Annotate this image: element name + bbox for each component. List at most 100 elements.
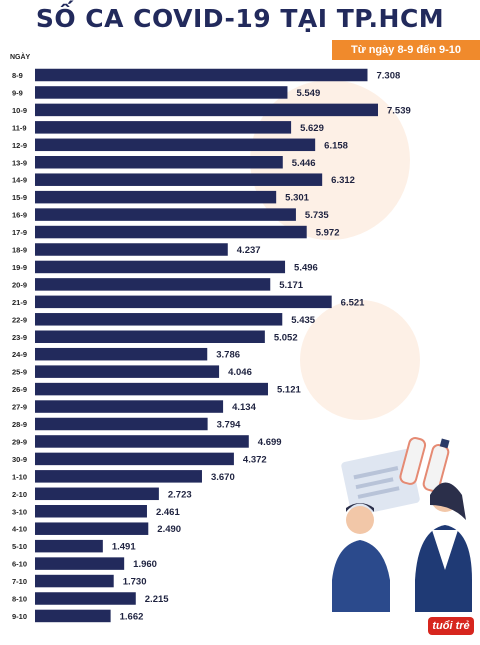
value-label: 6.521 — [341, 297, 365, 308]
value-label: 5.496 — [294, 262, 318, 273]
bar — [35, 522, 149, 535]
value-label: 5.972 — [316, 228, 340, 239]
bar — [35, 138, 316, 152]
bar — [35, 365, 220, 378]
category-label: 22-9 — [12, 315, 27, 324]
value-label: 5.171 — [279, 280, 303, 291]
bars-group: 8-9 7.308 9-9 5.549 10-9 7.539 11-9 5.629 12-9 6.… — [12, 68, 411, 623]
value-label: 4.046 — [228, 367, 252, 378]
category-label: 8-9 — [12, 71, 23, 80]
bar — [35, 313, 283, 326]
category-label: 17-9 — [12, 228, 27, 237]
background-virus-decoration — [300, 300, 420, 420]
category-label: 6-10 — [12, 560, 27, 569]
bar — [35, 452, 234, 466]
category-label: 25-9 — [12, 368, 27, 377]
date-range-badge: Từ ngày 8-9 đến 9-10 — [332, 40, 480, 60]
bar — [35, 243, 228, 256]
category-label: 10-9 — [12, 106, 27, 115]
category-label: 11-9 — [12, 123, 27, 132]
category-label: 4-10 — [12, 525, 27, 534]
value-label: 2.723 — [168, 489, 192, 500]
bar — [35, 487, 159, 501]
category-label: 20-9 — [12, 280, 27, 289]
chart-title: SỐ CA COVID-19 TẠI TP.HCM — [35, 4, 445, 33]
value-label: 7.539 — [387, 105, 411, 116]
bar — [35, 103, 378, 117]
value-label: 2.461 — [156, 507, 180, 518]
value-label: 6.158 — [324, 140, 348, 151]
value-label: 5.435 — [291, 315, 315, 326]
value-label: 4.237 — [237, 245, 261, 256]
category-label: 9-10 — [12, 612, 27, 621]
category-label: 9-9 — [12, 88, 23, 97]
bar — [35, 539, 103, 553]
value-label: 4.372 — [243, 454, 267, 465]
value-label: 3.670 — [211, 472, 235, 483]
category-label: 21-9 — [12, 298, 27, 307]
bar — [35, 470, 202, 483]
bar — [35, 417, 208, 431]
bar — [35, 557, 125, 570]
bar — [35, 295, 332, 309]
category-label: 26-9 — [12, 385, 27, 394]
bar — [35, 156, 283, 169]
bar — [35, 278, 271, 291]
value-label: 1.662 — [120, 611, 144, 622]
category-label: 2-10 — [12, 490, 27, 499]
bar — [35, 173, 323, 186]
value-label: 7.308 — [376, 71, 400, 82]
value-label: 1.960 — [133, 559, 157, 570]
category-label: 13-9 — [12, 158, 27, 167]
category-label: 23-9 — [12, 333, 27, 342]
value-label: 2.490 — [157, 524, 181, 535]
value-label: 5.446 — [292, 158, 316, 169]
bar — [35, 208, 296, 221]
category-label: 3-10 — [12, 507, 27, 516]
category-label: 12-9 — [12, 141, 27, 150]
category-label: 14-9 — [12, 176, 27, 185]
category-label: 7-10 — [12, 577, 27, 586]
bar — [35, 347, 208, 361]
value-label: 4.134 — [232, 402, 256, 413]
bar — [35, 190, 277, 204]
category-label: 16-9 — [12, 211, 27, 220]
category-label: 15-9 — [12, 193, 27, 202]
category-axis-label: NGÀY — [10, 54, 31, 61]
bar — [35, 505, 147, 518]
value-label: 4.699 — [258, 437, 282, 448]
bar — [35, 592, 136, 605]
value-label: 5.052 — [274, 332, 298, 343]
value-label: 1.491 — [112, 542, 136, 553]
category-label: 30-9 — [12, 455, 27, 464]
tuoi-tre-logo: tuổi trẻ — [428, 617, 474, 635]
category-label: 5-10 — [12, 542, 27, 551]
category-label: 29-9 — [12, 437, 27, 446]
bar — [35, 609, 111, 623]
bar — [35, 574, 114, 588]
value-label: 5.735 — [305, 210, 329, 221]
bar — [35, 435, 249, 448]
value-label: 2.215 — [145, 594, 169, 605]
category-label: 18-9 — [12, 246, 27, 255]
value-label: 5.121 — [277, 385, 301, 396]
bar — [35, 68, 368, 82]
value-label: 5.301 — [285, 193, 309, 204]
category-label: 1-10 — [12, 472, 27, 481]
bar — [35, 330, 265, 343]
value-label: 6.312 — [331, 175, 355, 186]
bar — [35, 382, 268, 396]
value-label: 3.786 — [216, 350, 240, 361]
category-label: 27-9 — [12, 403, 27, 412]
bar — [35, 225, 307, 239]
category-label: 19-9 — [12, 263, 27, 272]
bar — [35, 260, 286, 274]
bar — [35, 86, 288, 99]
category-label: 28-9 — [12, 420, 27, 429]
value-label: 3.794 — [217, 420, 241, 431]
value-label: 1.730 — [123, 577, 147, 588]
category-label: 24-9 — [12, 350, 27, 359]
bar — [35, 400, 224, 413]
value-label: 5.549 — [296, 88, 320, 99]
